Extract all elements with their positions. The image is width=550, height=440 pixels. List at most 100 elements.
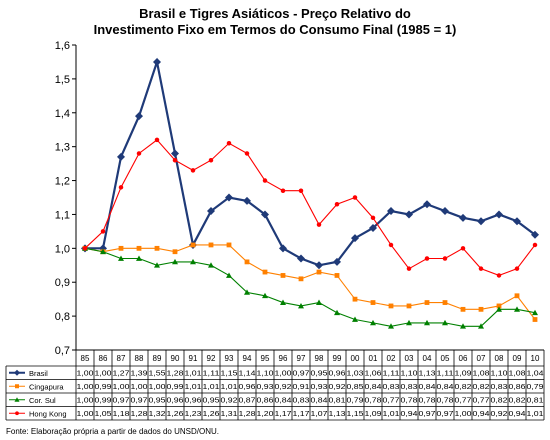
data-point-brasil bbox=[513, 217, 521, 226]
data-label-brasil: 1,11 bbox=[437, 370, 454, 377]
data-point-cingapura bbox=[136, 245, 142, 251]
data-point-cor-sul bbox=[190, 258, 196, 265]
data-label-brasil: 0,95 bbox=[311, 370, 328, 377]
x-tick-label: 05 bbox=[441, 354, 450, 363]
data-point-brasil bbox=[351, 234, 359, 243]
data-point-cingapura bbox=[532, 317, 538, 322]
legend-label-hong-kong: Hong Kong bbox=[29, 409, 67, 418]
x-tick-label: 98 bbox=[315, 354, 324, 363]
x-tick-label: 04 bbox=[423, 354, 432, 363]
data-label-cingapura: 0,82 bbox=[455, 384, 472, 391]
y-tick-label: 1,6 bbox=[55, 40, 70, 52]
data-point-hong-kong bbox=[334, 202, 340, 207]
data-point-cor-sul bbox=[280, 299, 286, 305]
x-tick-label: 94 bbox=[243, 354, 252, 363]
data-label-brasil: 1,00 bbox=[95, 370, 112, 377]
x-tick-label: 85 bbox=[81, 354, 90, 363]
data-point-hong-kong bbox=[352, 195, 358, 200]
data-point-cingapura bbox=[424, 300, 430, 305]
data-point-cingapura bbox=[280, 273, 286, 278]
data-point-cingapura bbox=[370, 300, 376, 305]
data-label-brasil: 1,10 bbox=[401, 370, 418, 377]
chart-title-line1: Brasil e Tigres Asiáticos - Preço Relati… bbox=[139, 6, 411, 21]
x-tick-label: 89 bbox=[153, 354, 162, 363]
data-point-hong-kong bbox=[370, 215, 376, 221]
chart-title: Brasil e Tigres Asiáticos - Preço Relati… bbox=[0, 6, 550, 38]
data-point-cingapura bbox=[388, 303, 394, 309]
x-tick-label: 93 bbox=[225, 354, 234, 363]
data-point-brasil bbox=[225, 193, 233, 202]
data-point-hong-kong bbox=[298, 188, 304, 193]
data-point-cor-sul bbox=[406, 319, 412, 326]
data-point-cor-sul bbox=[154, 262, 160, 268]
data-point-hong-kong bbox=[190, 168, 196, 173]
data-label-cingapura: 0,93 bbox=[257, 384, 274, 391]
series-line-cingapura bbox=[84, 244, 536, 320]
data-label-brasil: 1,14 bbox=[239, 370, 256, 377]
data-label-brasil: 1,01 bbox=[185, 370, 202, 377]
data-label-cingapura: 0,82 bbox=[473, 384, 490, 391]
data-point-brasil bbox=[441, 207, 449, 216]
data-label-brasil: 1,04 bbox=[527, 370, 544, 377]
x-tick-label: 86 bbox=[99, 354, 108, 363]
data-label-hong-kong: 1,20 bbox=[257, 411, 274, 418]
data-label-cor-sul: 0,86 bbox=[257, 397, 274, 404]
data-label-cor-sul: 0,97 bbox=[113, 397, 130, 404]
data-point-cingapura bbox=[172, 249, 178, 255]
data-point-cor-sul bbox=[334, 309, 340, 316]
y-tick-label: 1,2 bbox=[55, 176, 70, 188]
series-line-brasil bbox=[85, 57, 536, 267]
data-point-cingapura bbox=[298, 276, 304, 282]
data-point-hong-kong bbox=[532, 242, 538, 248]
data-label-cingapura: 0,92 bbox=[329, 384, 346, 391]
data-label-cor-sul: 0,81 bbox=[527, 397, 544, 404]
data-point-hong-kong bbox=[442, 256, 448, 261]
data-label-cingapura: 0,92 bbox=[275, 384, 292, 391]
data-label-cor-sul: 0,87 bbox=[239, 397, 256, 404]
data-point-cor-sul bbox=[244, 289, 250, 295]
data-label-cingapura: 0,83 bbox=[401, 384, 418, 391]
data-label-brasil: 1,03 bbox=[347, 370, 364, 377]
series-line-hong-kong bbox=[84, 139, 536, 277]
data-point-cor-sul bbox=[424, 319, 430, 326]
x-tick-label: 07 bbox=[477, 354, 486, 363]
data-label-brasil: 1,00 bbox=[77, 370, 94, 377]
data-label-cor-sul: 0,97 bbox=[131, 397, 148, 404]
data-label-brasil: 1,27 bbox=[113, 370, 130, 377]
data-label-cor-sul: 0,77 bbox=[383, 397, 400, 404]
data-label-cingapura: 0,79 bbox=[527, 384, 544, 391]
data-point-hong-kong bbox=[172, 157, 178, 163]
data-point-cor-sul bbox=[352, 316, 358, 322]
data-label-brasil: 1,09 bbox=[455, 370, 472, 377]
data-label-hong-kong: 0,94 bbox=[401, 411, 418, 418]
data-label-cingapura: 0,86 bbox=[509, 384, 526, 391]
data-label-cor-sul: 0,79 bbox=[347, 397, 364, 404]
data-point-cor-sul bbox=[496, 306, 502, 312]
data-label-cingapura: 0,83 bbox=[383, 384, 400, 391]
data-label-cor-sul: 0,99 bbox=[95, 397, 112, 404]
data-point-cingapura bbox=[478, 306, 484, 312]
data-label-brasil: 1,10 bbox=[491, 370, 508, 377]
data-point-cingapura bbox=[514, 293, 520, 299]
x-tick-label: 90 bbox=[171, 354, 180, 363]
data-label-cingapura: 1,00 bbox=[77, 384, 94, 391]
data-label-hong-kong: 1,13 bbox=[329, 411, 346, 418]
data-point-cor-sul bbox=[316, 299, 322, 305]
x-tick-label: 01 bbox=[369, 354, 378, 363]
data-point-brasil bbox=[153, 57, 161, 66]
data-point-hong-kong bbox=[388, 242, 394, 248]
legend-label-cingapura: Cingapura bbox=[29, 382, 64, 391]
data-label-cor-sul: 0,95 bbox=[203, 397, 220, 404]
data-label-brasil: 1,08 bbox=[509, 370, 526, 377]
data-label-cingapura: 1,01 bbox=[203, 384, 220, 391]
legend-marker-brasil bbox=[14, 369, 20, 376]
data-label-cor-sul: 0,78 bbox=[419, 397, 436, 404]
data-point-brasil bbox=[423, 200, 431, 209]
data-label-cor-sul: 0,84 bbox=[275, 397, 292, 404]
data-point-cingapura bbox=[460, 306, 466, 312]
data-label-brasil: 1,10 bbox=[257, 370, 274, 377]
data-point-brasil bbox=[297, 254, 305, 263]
data-point-hong-kong bbox=[406, 266, 412, 271]
data-point-hong-kong bbox=[514, 266, 520, 271]
